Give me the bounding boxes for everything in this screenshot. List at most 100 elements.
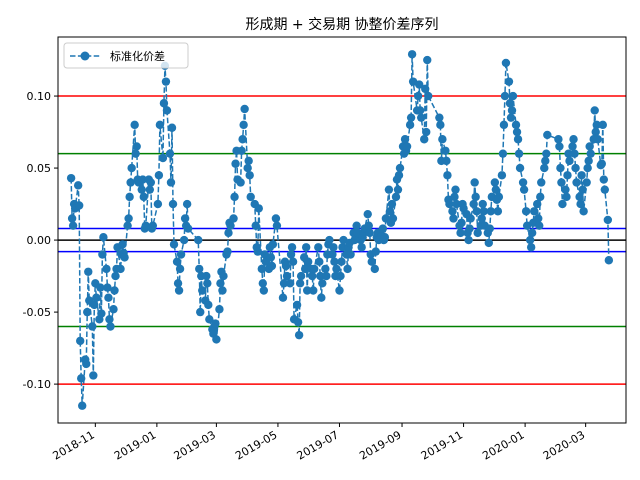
data-point (575, 192, 584, 202)
data-point (259, 286, 269, 295)
y-tick-label: 0.10 (27, 90, 52, 103)
legend-label: 标准化价差 (110, 49, 165, 63)
data-point (572, 178, 581, 187)
data-point (162, 106, 172, 115)
data-point (590, 106, 599, 115)
data-point (295, 279, 305, 288)
data-point (266, 253, 276, 262)
data-point (329, 243, 338, 252)
data-point (131, 149, 140, 158)
data-point (472, 207, 481, 216)
data-point (105, 315, 114, 324)
data-point (445, 199, 454, 209)
data-point (148, 221, 158, 230)
data-point (338, 243, 347, 252)
data-point (452, 199, 461, 209)
data-point (332, 264, 341, 274)
data-point (501, 58, 511, 68)
y-tick-label: -0.10 (23, 378, 51, 391)
data-point (484, 238, 493, 248)
data-point (505, 99, 515, 108)
x-tick-label: 2020-03 (541, 428, 587, 462)
data-point (586, 149, 595, 158)
data-point (174, 286, 184, 295)
data-point (384, 185, 394, 194)
data-point (292, 300, 302, 310)
data-point (239, 120, 248, 130)
data-point (77, 374, 86, 383)
data-point (533, 199, 542, 209)
data-point (145, 185, 155, 194)
data-point (556, 163, 565, 173)
data-point (414, 80, 424, 89)
data-point (555, 142, 564, 151)
data-point (470, 178, 479, 187)
data-point (565, 156, 574, 166)
data-point (304, 257, 313, 266)
data-point (195, 264, 204, 274)
data-point (417, 113, 426, 122)
data-point (395, 163, 405, 173)
y-tick-label: 0.05 (27, 162, 52, 175)
data-point (407, 50, 417, 59)
data-point (335, 286, 344, 295)
data-point (173, 279, 183, 288)
data-point (120, 253, 129, 262)
data-point (525, 235, 535, 245)
data-point (103, 283, 112, 292)
data-point (254, 204, 263, 213)
data-point (526, 243, 536, 252)
data-point (451, 185, 460, 194)
data-point (315, 257, 324, 266)
data-point (513, 135, 523, 144)
data-point (491, 185, 501, 194)
data-point (322, 271, 331, 281)
data-point (168, 199, 178, 209)
data-point (226, 221, 235, 230)
data-point (175, 264, 185, 274)
data-point (478, 199, 487, 209)
data-point (593, 135, 602, 144)
data-point (90, 300, 99, 310)
data-point (518, 178, 528, 187)
data-point (485, 224, 494, 233)
data-point (301, 243, 311, 252)
data-point (465, 224, 474, 233)
data-point (211, 319, 220, 328)
data-point (219, 271, 228, 281)
data-point (123, 221, 132, 230)
data-point (230, 192, 239, 202)
data-point (67, 214, 77, 223)
data-point (287, 243, 297, 252)
x-axis: 2018-11 2019-01 2019-03 2019-05 2019-07 2019-… (51, 423, 587, 463)
chart-title: 形成期 + 交易期 协整价差序列 (245, 16, 438, 33)
x-tick-label: 2019-11 (419, 428, 465, 462)
data-point (96, 283, 105, 292)
data-point (73, 181, 83, 190)
x-tick-label: 2019-09 (357, 428, 403, 462)
data-point (535, 221, 544, 230)
legend: 标准化价差 (63, 42, 189, 69)
data-point (302, 286, 312, 295)
data-point (448, 207, 457, 216)
data-point (365, 228, 374, 238)
data-point (167, 123, 177, 132)
data-point (363, 209, 372, 219)
data-point (66, 173, 76, 183)
data-point (155, 120, 165, 130)
data-point (137, 185, 146, 194)
data-point (258, 279, 267, 288)
data-point (443, 171, 452, 180)
data-point (421, 84, 430, 94)
data-point (204, 300, 213, 310)
data-point (267, 261, 277, 271)
data-point (604, 256, 614, 265)
data-point (435, 113, 444, 122)
data-point (585, 142, 594, 151)
data-point (357, 243, 366, 252)
data-point (76, 336, 85, 346)
data-point (132, 142, 141, 151)
series-layer (66, 50, 614, 410)
data-point (405, 120, 415, 130)
data-point (78, 401, 87, 410)
